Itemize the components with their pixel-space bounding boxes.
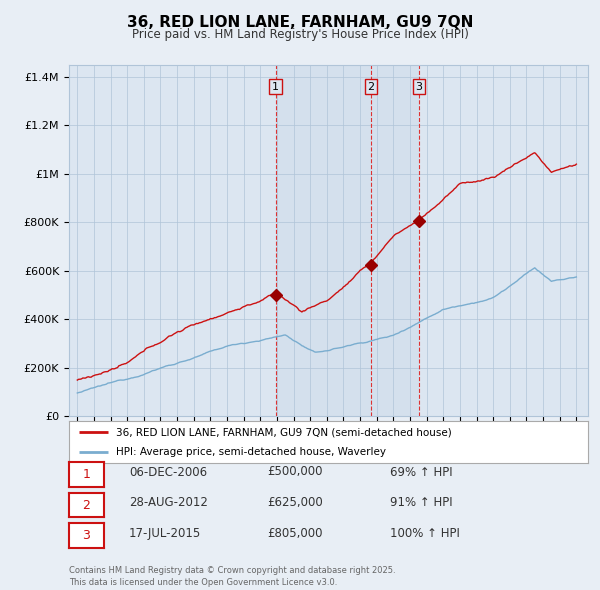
Text: 91% ↑ HPI: 91% ↑ HPI xyxy=(390,496,452,509)
Text: 69% ↑ HPI: 69% ↑ HPI xyxy=(390,466,452,478)
Text: Contains HM Land Registry data © Crown copyright and database right 2025.
This d: Contains HM Land Registry data © Crown c… xyxy=(69,566,395,587)
Text: 3: 3 xyxy=(415,81,422,91)
Text: £500,000: £500,000 xyxy=(267,466,323,478)
Text: HPI: Average price, semi-detached house, Waverley: HPI: Average price, semi-detached house,… xyxy=(116,447,386,457)
Text: 17-JUL-2015: 17-JUL-2015 xyxy=(129,527,201,540)
Text: 28-AUG-2012: 28-AUG-2012 xyxy=(129,496,208,509)
Text: £625,000: £625,000 xyxy=(267,496,323,509)
Text: 36, RED LION LANE, FARNHAM, GU9 7QN: 36, RED LION LANE, FARNHAM, GU9 7QN xyxy=(127,15,473,30)
Text: £805,000: £805,000 xyxy=(267,527,323,540)
Text: 2: 2 xyxy=(82,499,91,512)
Text: 2: 2 xyxy=(368,81,374,91)
Text: 1: 1 xyxy=(82,468,91,481)
Bar xyxy=(275,65,419,416)
Text: 06-DEC-2006: 06-DEC-2006 xyxy=(129,466,207,478)
Text: 3: 3 xyxy=(82,529,91,542)
Text: 36, RED LION LANE, FARNHAM, GU9 7QN (semi-detached house): 36, RED LION LANE, FARNHAM, GU9 7QN (sem… xyxy=(116,427,451,437)
Text: 1: 1 xyxy=(272,81,279,91)
Text: Price paid vs. HM Land Registry's House Price Index (HPI): Price paid vs. HM Land Registry's House … xyxy=(131,28,469,41)
Text: 100% ↑ HPI: 100% ↑ HPI xyxy=(390,527,460,540)
